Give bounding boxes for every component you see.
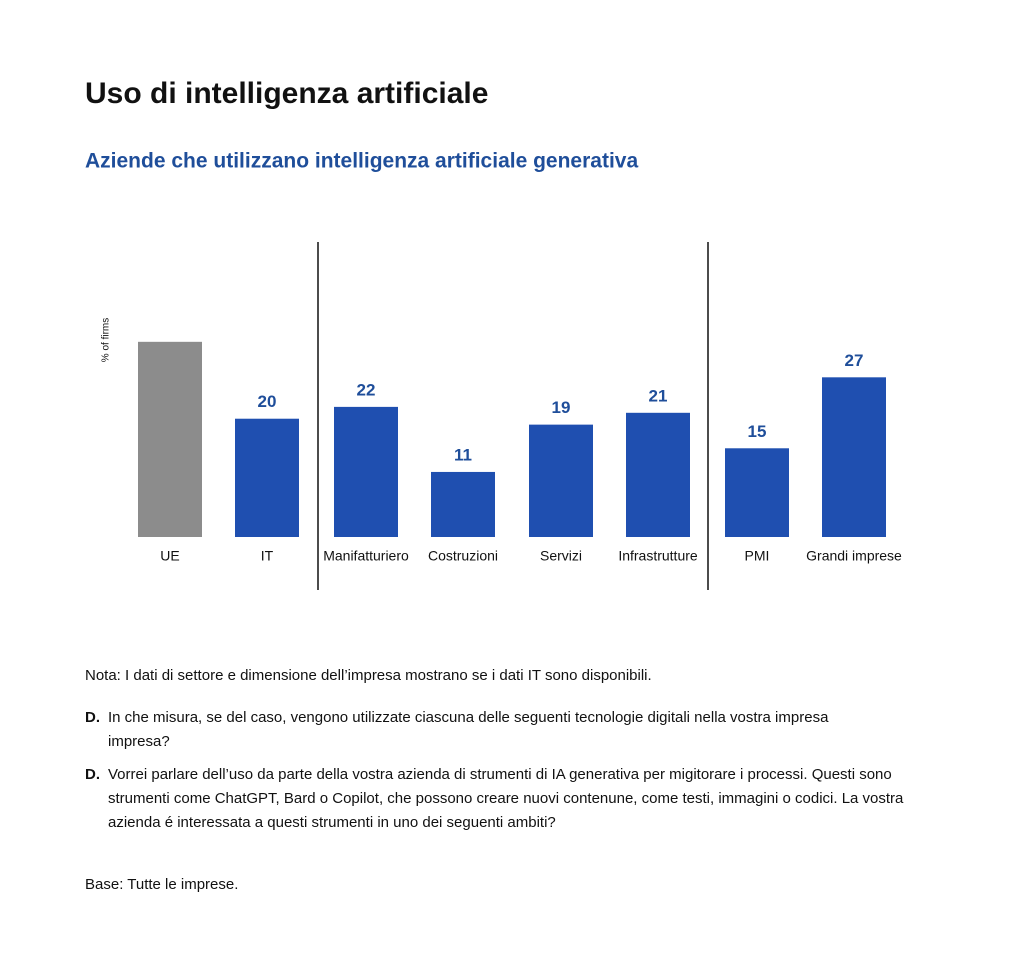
value-label: 20 xyxy=(258,392,277,411)
bar xyxy=(235,418,299,537)
chart-title: Uso di intelligenza artificiale xyxy=(85,77,488,110)
chart: Uso di intelligenza artificiale Aziende … xyxy=(85,77,902,590)
x-tick-label: Grandi imprese xyxy=(806,548,902,564)
bar xyxy=(431,471,495,537)
bar xyxy=(138,341,202,537)
bar xyxy=(529,424,593,537)
question: D. Vorrei parlare dell’uso da parte della… xyxy=(85,763,915,835)
x-tick-label: Infrastrutture xyxy=(618,548,698,564)
note: Nota: I dati di settore e dimensione del… xyxy=(85,667,652,684)
value-label: 11 xyxy=(454,445,472,464)
bar xyxy=(626,412,690,537)
question: D. In che misura, se del caso, vengono ut… xyxy=(85,706,915,754)
question-text: Vorrei parlare dell’uso da parte della v… xyxy=(108,766,904,831)
y-axis-label: % of firms xyxy=(101,318,112,362)
x-tick-label: IT xyxy=(261,548,274,564)
value-label: 27 xyxy=(845,351,864,370)
value-label: 15 xyxy=(748,422,767,441)
value-label: 21 xyxy=(649,386,668,405)
bar xyxy=(822,377,886,537)
question-marker: D. xyxy=(85,709,100,726)
x-tick-label: UE xyxy=(160,548,179,564)
value-label: 22 xyxy=(357,380,376,399)
bar xyxy=(725,448,789,537)
question-marker: D. xyxy=(85,766,100,783)
x-tick-label: PMI xyxy=(745,548,770,564)
x-tick-label: Costruzioni xyxy=(428,548,498,564)
x-tick-label: Manifatturiero xyxy=(323,548,409,564)
base-note: Base: Tutte le imprese. xyxy=(85,876,239,893)
x-tick-label: Servizi xyxy=(540,548,582,564)
chart-subtitle: Aziende che utilizzano intelligenza arti… xyxy=(85,150,638,173)
bar xyxy=(334,406,398,537)
value-label: 19 xyxy=(552,398,571,417)
question-text: In che misura, se del caso, vengono util… xyxy=(108,709,829,750)
